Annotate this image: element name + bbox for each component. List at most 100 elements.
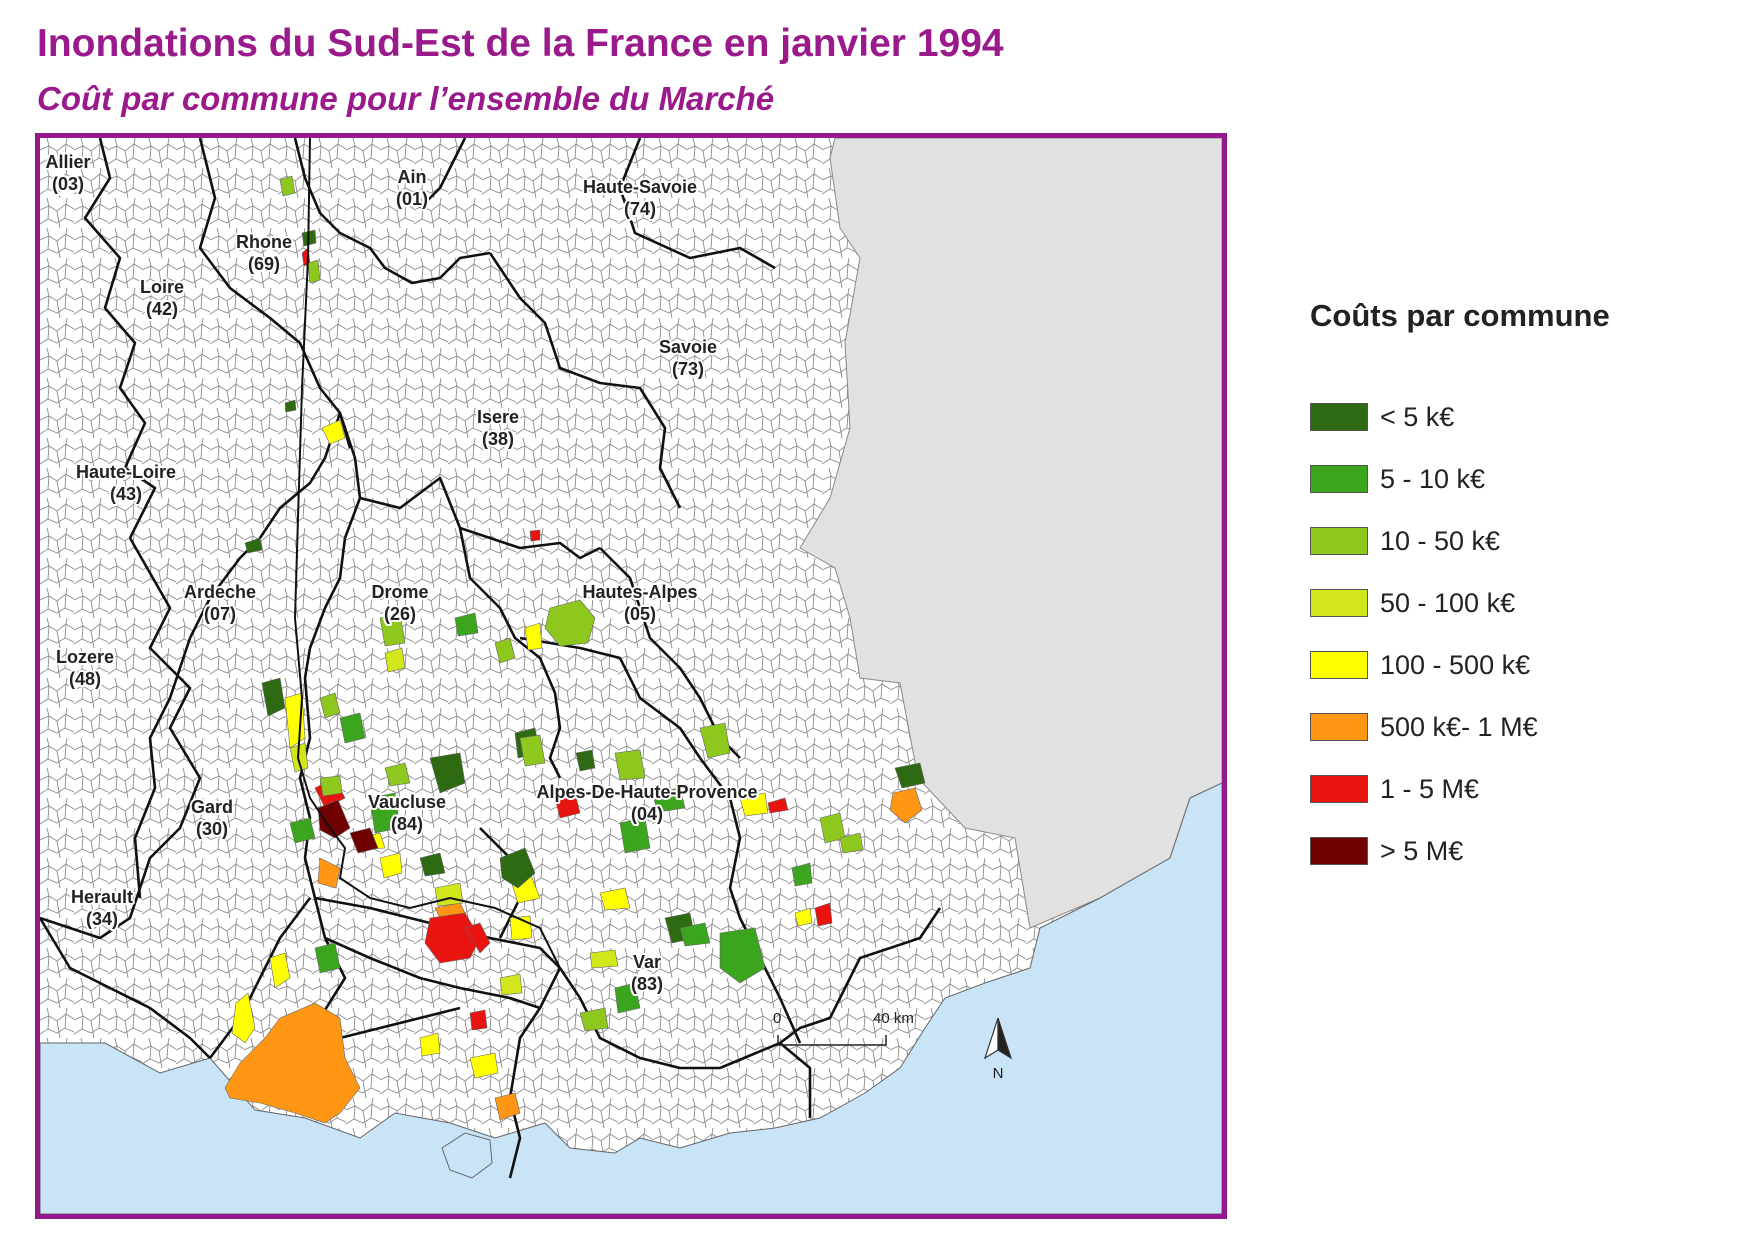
department-label: Hautes-Alpes bbox=[582, 582, 697, 602]
department-code: (01) bbox=[396, 189, 428, 209]
department-label: Drome bbox=[371, 582, 428, 602]
department-code: (74) bbox=[624, 199, 656, 219]
department-label: Var bbox=[633, 952, 661, 972]
affected-commune bbox=[284, 399, 297, 413]
affected-commune bbox=[839, 832, 864, 854]
affected-commune bbox=[679, 922, 711, 947]
department-label: Vaucluse bbox=[368, 792, 446, 812]
department-label: Alpes-De-Haute-Provence bbox=[536, 782, 757, 802]
legend-label: 500 k€- 1 M€ bbox=[1380, 711, 1538, 742]
affected-commune bbox=[791, 862, 813, 887]
affected-commune bbox=[519, 734, 546, 767]
affected-commune bbox=[739, 792, 769, 817]
legend-swatch bbox=[1310, 837, 1368, 865]
affected-commune bbox=[319, 692, 341, 719]
legend-swatch bbox=[1310, 465, 1368, 493]
map-subtitle: Coût par commune pour l’ensemble du Marc… bbox=[37, 80, 775, 117]
department-label: Allier bbox=[45, 152, 90, 172]
scale-bar-start: 0 bbox=[773, 1010, 781, 1027]
affected-commune bbox=[544, 599, 596, 647]
department-code: (83) bbox=[631, 974, 663, 994]
department-code: (73) bbox=[672, 359, 704, 379]
affected-commune bbox=[419, 852, 446, 877]
department-code: (42) bbox=[146, 299, 178, 319]
legend-label: < 5 k€ bbox=[1380, 401, 1455, 432]
legend-swatch bbox=[1310, 651, 1368, 679]
affected-commune bbox=[575, 749, 596, 772]
cost-communes bbox=[224, 138, 926, 1124]
affected-commune bbox=[814, 902, 833, 927]
department-label: Gard bbox=[191, 797, 233, 817]
legend: Coûts par commune < 5 k€ 5 - 10 k€ 10 - 50… bbox=[1310, 298, 1730, 882]
affected-commune bbox=[614, 749, 646, 781]
legend-label: 1 - 5 M€ bbox=[1380, 773, 1480, 804]
department-label: Isere bbox=[477, 407, 519, 427]
affected-commune bbox=[244, 537, 263, 554]
legend-swatch bbox=[1310, 713, 1368, 741]
legend-item: < 5 k€ bbox=[1310, 386, 1730, 448]
department-label: Haute-Savoie bbox=[583, 177, 697, 197]
legend-swatch bbox=[1310, 403, 1368, 431]
legend-label: 10 - 50 k€ bbox=[1380, 525, 1501, 556]
affected-commune bbox=[499, 847, 536, 889]
department-label: Haute-Loire bbox=[76, 462, 176, 482]
affected-commune bbox=[767, 797, 789, 814]
affected-commune bbox=[429, 752, 466, 794]
affected-commune bbox=[231, 992, 256, 1044]
legend-item: 1 - 5 M€ bbox=[1310, 758, 1730, 820]
legend-label: > 5 M€ bbox=[1380, 835, 1464, 866]
affected-commune bbox=[499, 973, 523, 996]
etang-de-berre bbox=[441, 1132, 493, 1179]
affected-commune bbox=[261, 677, 286, 717]
affected-commune bbox=[269, 952, 291, 989]
affected-commune bbox=[339, 712, 366, 744]
affected-commune bbox=[424, 912, 481, 964]
north-arrow-icon: N bbox=[983, 1017, 1013, 1082]
affected-commune bbox=[554, 792, 581, 819]
affected-commune bbox=[379, 612, 406, 647]
legend-swatch bbox=[1310, 527, 1368, 555]
department-code: (07) bbox=[204, 604, 236, 624]
affected-commune bbox=[317, 857, 341, 889]
affected-commune bbox=[419, 1032, 441, 1057]
affected-commune bbox=[614, 982, 641, 1014]
legend-item: 10 - 50 k€ bbox=[1310, 510, 1730, 572]
legend-label: 100 - 500 k€ bbox=[1380, 649, 1531, 680]
affected-commune bbox=[379, 852, 403, 879]
legend-item: 500 k€- 1 M€ bbox=[1310, 696, 1730, 758]
affected-commune bbox=[469, 1009, 488, 1031]
department-code: (48) bbox=[69, 669, 101, 689]
department-code: (04) bbox=[631, 804, 663, 824]
affected-commune bbox=[384, 762, 411, 787]
department-code: (38) bbox=[482, 429, 514, 449]
department-label: Herault bbox=[71, 887, 133, 907]
affected-commune bbox=[307, 259, 321, 284]
affected-commune bbox=[384, 647, 406, 673]
legend-item: > 5 M€ bbox=[1310, 820, 1730, 882]
map-title: Inondations du Sud-Est de la France en j… bbox=[37, 22, 1004, 65]
affected-commune bbox=[349, 827, 379, 854]
affected-commune bbox=[579, 1007, 609, 1032]
department-code: (26) bbox=[384, 604, 416, 624]
department-label: Savoie bbox=[659, 337, 717, 357]
affected-commune bbox=[589, 949, 619, 969]
affected-commune bbox=[619, 817, 651, 854]
affected-commune bbox=[224, 1002, 361, 1124]
affected-commune bbox=[894, 762, 926, 789]
affected-commune bbox=[289, 817, 316, 844]
map-canvas[interactable]: Allier(03) Ain(01) Haute-Savoie(74) Rhone(6… bbox=[40, 138, 1222, 1214]
map-frame[interactable]: Allier (03) Ain (01) Haute-Savoie (74) Rhone (6… bbox=[35, 133, 1227, 1219]
legend-items: < 5 k€ 5 - 10 k€ 10 - 50 k€ 50 - 100 k€ 100 … bbox=[1310, 386, 1730, 882]
department-code: (69) bbox=[248, 254, 280, 274]
affected-commune bbox=[469, 1052, 499, 1079]
department-label: Lozere bbox=[56, 647, 114, 667]
affected-commune bbox=[529, 529, 541, 542]
legend-title: Coûts par commune bbox=[1310, 298, 1610, 333]
affected-commune bbox=[317, 799, 351, 839]
affected-commune bbox=[319, 775, 343, 797]
affected-commune bbox=[321, 419, 346, 445]
mediterranean-sea bbox=[40, 782, 1222, 1214]
affected-commune bbox=[279, 175, 296, 197]
scale-bar-line bbox=[777, 1035, 887, 1046]
affected-commune bbox=[464, 922, 491, 954]
